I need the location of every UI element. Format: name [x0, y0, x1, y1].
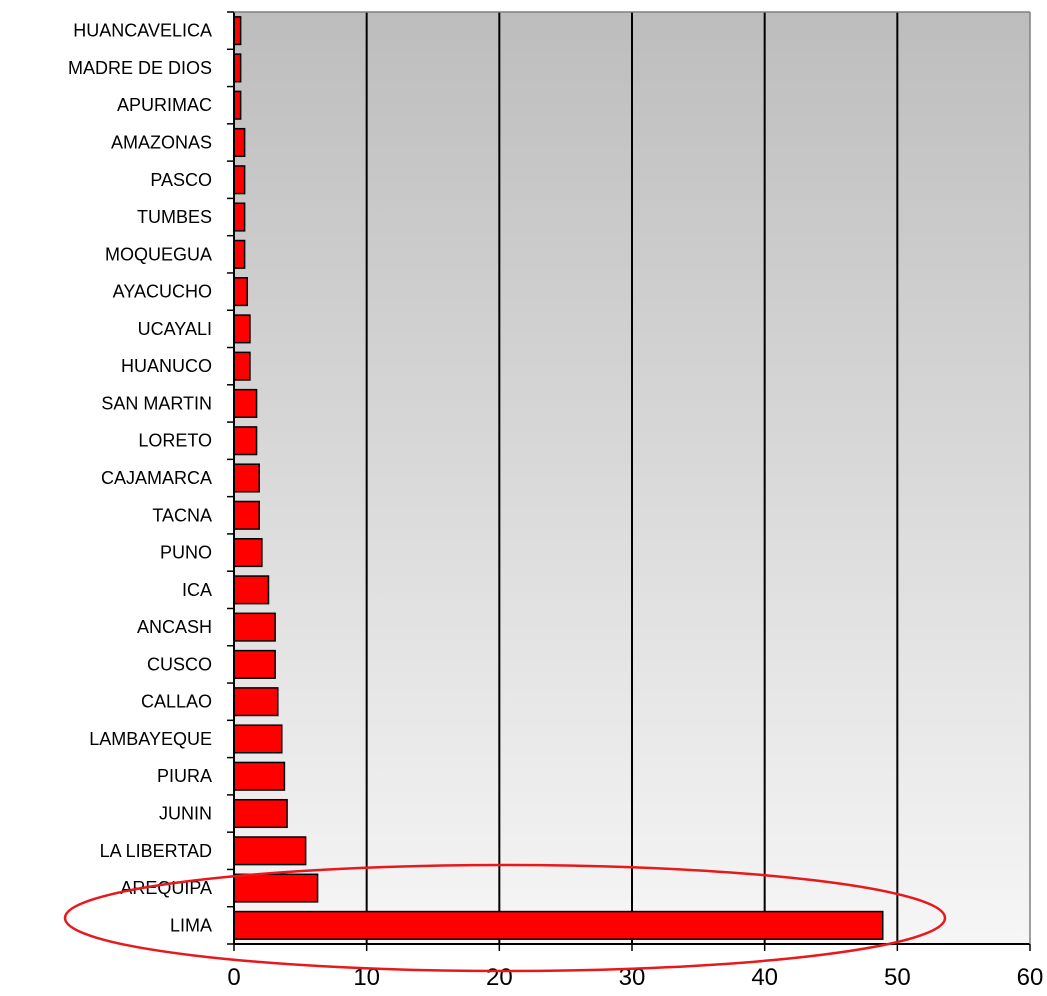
category-label: ANCASH [137, 617, 212, 637]
category-label: AREQUIPA [120, 878, 212, 898]
category-label: MOQUEGUA [105, 244, 212, 264]
bar [233, 202, 246, 232]
bar [233, 761, 286, 791]
category-label: CAJAMARCA [101, 468, 212, 488]
bar [233, 388, 258, 418]
category-labels: HUANCAVELICA MADRE DE DIOS APURIMAC AMAZONA… [68, 21, 212, 936]
bar [233, 724, 283, 754]
bar [233, 873, 319, 903]
highlight-ellipse [63, 863, 947, 973]
category-label: LA LIBERTAD [100, 841, 212, 861]
bar [233, 314, 251, 344]
category-label: MADRE DE DIOS [68, 58, 212, 78]
bar [233, 127, 246, 158]
x-tick-label: 0 [227, 964, 240, 991]
category-label: AMAZONAS [111, 132, 212, 152]
bar [233, 612, 276, 642]
bar [233, 500, 260, 530]
x-tick-label: 60 [1017, 964, 1044, 991]
bar [233, 538, 263, 568]
bar [233, 649, 276, 679]
category-label: TACNA [152, 505, 212, 525]
category-label: CUSCO [147, 654, 212, 674]
category-label: SAN MARTIN [101, 393, 212, 413]
bar [233, 426, 258, 456]
axes [227, 11, 1031, 951]
bar [233, 239, 246, 269]
x-tick-label: 20 [486, 964, 513, 991]
bar [233, 910, 884, 940]
category-label: LAMBAYEQUE [89, 729, 212, 749]
category-label: LORETO [138, 431, 212, 451]
category-label: HUANCAVELICA [73, 21, 212, 41]
bar [233, 798, 288, 829]
category-label: LIMA [170, 915, 212, 935]
category-label: PIURA [157, 766, 212, 786]
bar [233, 575, 270, 605]
grid-lines [365, 12, 899, 944]
bar [233, 463, 260, 493]
category-label: UCAYALI [138, 319, 212, 339]
category-label: APURIMAC [117, 95, 212, 115]
bar [233, 165, 246, 195]
category-label: PUNO [160, 543, 212, 563]
category-label: PASCO [150, 170, 212, 190]
category-label: AYACUCHO [113, 282, 212, 302]
x-tick-label: 40 [751, 964, 778, 991]
category-label: ICA [182, 580, 212, 600]
category-label: HUANUCO [121, 356, 212, 376]
category-label: TUMBES [137, 207, 212, 227]
category-label: CALLAO [141, 692, 212, 712]
x-tick-label: 50 [884, 964, 911, 991]
bar [233, 836, 307, 866]
bar [233, 277, 249, 307]
bars [233, 16, 884, 940]
bar [233, 687, 279, 717]
bar [233, 351, 251, 381]
category-label: JUNIN [159, 804, 212, 824]
